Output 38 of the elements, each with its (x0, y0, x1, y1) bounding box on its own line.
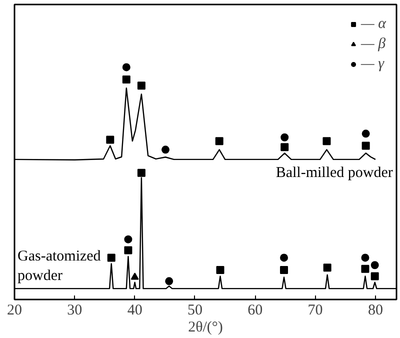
point (322, 137, 331, 146)
point (362, 142, 370, 150)
point (161, 146, 170, 154)
point (361, 264, 370, 273)
point (280, 133, 289, 142)
x-axis-title: 2θ/(°) (188, 320, 223, 336)
point (280, 254, 288, 262)
point (124, 246, 132, 254)
legend-label: — α (361, 16, 386, 32)
point (130, 272, 139, 280)
point (124, 235, 132, 244)
x-tick-label: 60 (248, 302, 263, 318)
legend-label: — γ (361, 56, 384, 72)
point (106, 136, 114, 144)
point (370, 261, 379, 270)
point (280, 143, 289, 152)
point (361, 254, 370, 262)
x-tick-label: 50 (187, 302, 202, 318)
series-label: Gas-atomized powder (18, 248, 102, 284)
point (323, 264, 332, 272)
point (280, 266, 288, 274)
point (362, 130, 370, 138)
x-tick-label: 80 (368, 302, 383, 318)
legend-label: — β (361, 36, 386, 52)
point (370, 272, 379, 280)
point (122, 63, 130, 72)
point (137, 168, 146, 177)
point (165, 277, 174, 286)
x-tick-label: 40 (127, 302, 142, 318)
point (216, 266, 224, 274)
point (215, 137, 224, 146)
x-tick-label: 20 (7, 302, 22, 318)
point (122, 76, 130, 84)
point (137, 82, 146, 90)
x-tick-label: 70 (308, 302, 323, 318)
x-tick-label: 30 (67, 302, 82, 318)
series-label: Ball-milled powder (276, 165, 393, 182)
point (107, 254, 116, 262)
